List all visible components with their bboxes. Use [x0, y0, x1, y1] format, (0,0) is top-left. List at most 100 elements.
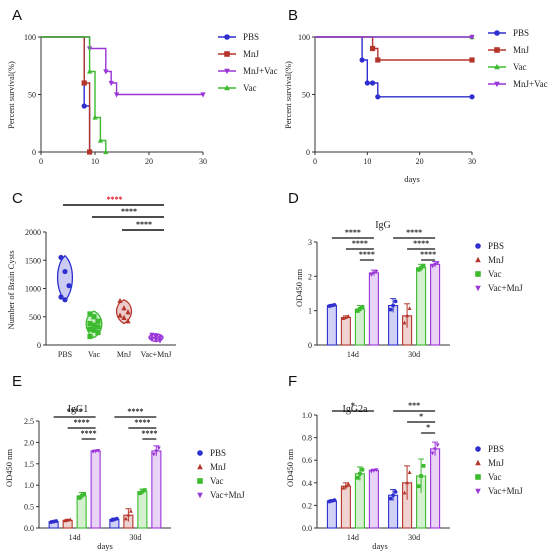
panel-e-point: [140, 489, 145, 494]
panel-c-category-label: Vac: [88, 350, 100, 359]
panel-c-point: [95, 318, 101, 324]
panel-d-bar: [326, 304, 337, 346]
panel-d-sig-label: ****: [406, 228, 422, 237]
panel-a-point: [81, 80, 87, 86]
panel-e-point: [154, 449, 159, 454]
panel-c-ytick-label: 2000: [25, 228, 41, 237]
panel-c-point: [117, 312, 123, 318]
panel-d-point: [435, 261, 440, 266]
panel-c-ytick-label: 500: [29, 313, 41, 322]
panel-a-ytick-label: 0: [32, 148, 36, 157]
panel-f-point: [421, 463, 426, 468]
panel-c-point: [157, 338, 163, 344]
panel-e-sig-label: ****: [127, 407, 143, 416]
panel-e-legend-label: Vac+MnJ: [210, 490, 245, 500]
panel-e-ytick-label: 0.5: [24, 503, 34, 512]
panel-b-xtick-label: 30: [468, 157, 476, 166]
panel-f-sig-label: *: [351, 401, 355, 410]
panel-f-category-label: 14d: [347, 533, 359, 542]
panel-label-c: C: [12, 190, 23, 207]
panel-d-ytick-label: 0: [308, 341, 312, 350]
panel-a-series-line: [41, 36, 91, 152]
panel-d-point: [344, 315, 348, 319]
panel-f-legend-marker: [475, 474, 481, 480]
panel-c-point: [149, 336, 155, 342]
panel-c-point: [91, 327, 97, 333]
panel-b-legend-label: MnJ: [513, 45, 530, 55]
panel-e-point: [54, 519, 59, 523]
panel-c-point: [87, 326, 93, 332]
panel-c-point: [121, 305, 127, 311]
panel-d-legend-marker: [475, 285, 481, 292]
panel-e-sig-label: ****: [74, 418, 90, 427]
panel-f-legend-marker: [475, 446, 481, 452]
panel-c-point: [62, 297, 68, 303]
panel-e-legend-marker: [197, 463, 203, 470]
panel-d-sig-label: ****: [413, 239, 429, 248]
panel-c-category-label: PBS: [58, 350, 72, 359]
panel-d-title: IgG: [375, 220, 391, 231]
panel-a-ylabel: Percent survival(%): [6, 61, 16, 129]
panel-e-point: [82, 491, 87, 496]
panel-f-ytick-label: 1.0: [302, 411, 312, 420]
panel-e-point: [79, 494, 84, 498]
panel-d-point: [332, 302, 337, 307]
panel-b-point: [469, 34, 475, 41]
panel-f-ylabel: OD450 nm: [285, 449, 295, 487]
panel-d-sig-label: ****: [345, 228, 361, 237]
panel-d-legend-label: PBS: [488, 241, 504, 251]
panel-c-point: [87, 320, 93, 327]
panel-d-point: [355, 309, 360, 313]
panel-c-point: [125, 318, 131, 324]
panel-c-point: [153, 337, 159, 343]
panel-f-legend-label: Vac+MnJ: [488, 486, 523, 496]
panel-d-point: [421, 263, 426, 268]
panel-f-sig-label: *: [426, 423, 430, 432]
panel-f-point: [416, 484, 421, 489]
panel-b-ylabel: Percent survival(%): [283, 61, 293, 129]
panel-a-point: [103, 69, 109, 75]
panel-c-point: [95, 329, 101, 336]
panel-a-xtick-label: 10: [91, 157, 99, 166]
panel-e-point: [91, 450, 96, 454]
panel-f-point: [344, 483, 348, 488]
panel-d-legend-marker: [475, 243, 481, 249]
panel-f-point: [360, 467, 365, 472]
panel-a-legend-marker: [224, 84, 230, 91]
panel-e-point: [137, 491, 142, 496]
panel-label-a: A: [12, 7, 22, 24]
panel-e-legend-marker: [197, 492, 203, 499]
panel-d-point: [433, 262, 437, 267]
panel-f-legend-label: MnJ: [488, 458, 505, 468]
panel-f-point: [407, 470, 412, 475]
panel-a-point: [87, 68, 93, 74]
panel-b-point: [364, 80, 370, 86]
panel-d-legend-label: Vac+MnJ: [488, 283, 523, 293]
panel-a-legend-label: MnJ: [243, 49, 260, 59]
panel-d-point: [360, 304, 365, 309]
panel-d-ytick-label: 2: [308, 272, 312, 281]
panel-e-sig-label: ****: [134, 418, 150, 427]
panel-f-point: [346, 481, 351, 486]
panel-e-point: [123, 516, 128, 521]
panel-c-point: [58, 294, 64, 300]
panel-b-ytick-label: 100: [298, 33, 310, 42]
panel-f-ytick-label: 0.0: [302, 524, 312, 533]
panel-d-category-label: 14d: [347, 350, 359, 359]
panel-a-xtick-label: 30: [199, 157, 207, 166]
panel-f-point: [388, 496, 393, 501]
panel-f-point: [341, 485, 346, 490]
panel-b-xtick-label: 10: [363, 157, 371, 166]
panel-d-point: [341, 316, 346, 320]
panel-d-point: [372, 271, 376, 276]
panel-c-category-label: MnJ: [117, 350, 131, 359]
panel-c-point: [87, 333, 93, 340]
panel-d-point: [407, 306, 412, 311]
panel-e-legend-label: MnJ: [210, 462, 227, 472]
panel-c-point: [62, 268, 68, 275]
panel-b-point: [359, 57, 365, 63]
panel-f-point: [372, 468, 376, 473]
panel-c-point: [91, 322, 97, 328]
panel-a-point: [108, 80, 114, 87]
